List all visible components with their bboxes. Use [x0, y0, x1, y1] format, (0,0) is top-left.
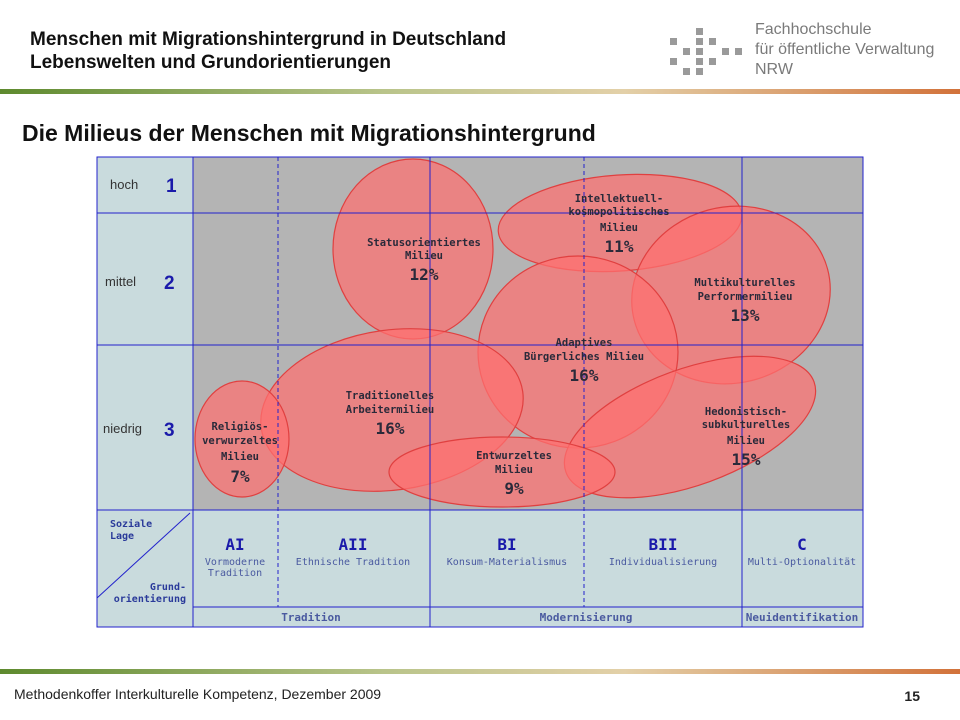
milieu-status-line2: Milieu [405, 250, 443, 262]
logo-line1: Fachhochschule [755, 21, 872, 38]
milieu-hedonistisch-line3: Milieu [727, 435, 765, 447]
milieu-intellektuell-pct: 11% [605, 237, 634, 256]
milieu-religioes-pct: 7% [230, 467, 250, 486]
logo-text: Fachhochschule für öffentliche Verwaltun… [755, 20, 934, 80]
corner-top-line2: Lage [110, 531, 134, 542]
level-panel [97, 157, 193, 510]
footer-text: Methodenkoffer Interkulturelle Kompetenz… [14, 686, 382, 702]
page-number: 15 [904, 688, 920, 704]
milieu-hedonistisch-line1: Hedonistisch- [705, 406, 787, 418]
level-word-3: niedrig [103, 421, 142, 436]
milieu-multikulturell-line2: Performermilieu [698, 291, 793, 303]
corner-diagonal [96, 512, 191, 599]
column-desc-ai-2: Tradition [208, 568, 262, 579]
milieu-multikulturell-pct: 13% [731, 306, 760, 325]
corner-bottom-line2: orientierung [114, 593, 186, 605]
milieu-traditionell-line2: Arbeitermilieu [346, 404, 435, 416]
slide-title: Die Milieus der Menschen mit Migrationsh… [22, 120, 596, 146]
milieu-adaptiv-line2: Bürgerliches Milieu [524, 351, 644, 363]
column-code-aii: AII [339, 535, 368, 554]
milieu-traditionell-pct: 16% [376, 419, 405, 438]
header-title-line1: Menschen mit Migrationshintergrund in De… [30, 29, 507, 50]
milieu-intellektuell-line1: Intellektuell- [575, 193, 664, 205]
level-num-2: 2 [164, 273, 175, 294]
milieu-entwurzelt-pct: 9% [504, 479, 524, 498]
milieu-religioes-line2: verwurzeltes [202, 435, 278, 447]
milieu-status-pct: 12% [410, 265, 439, 284]
column-desc-ai-1: Vormoderne [205, 557, 265, 568]
milieu-adaptiv-line1: Adaptives [556, 337, 613, 349]
milieu-religioes-line1: Religiös- [212, 421, 269, 433]
logo-line3: NRW [755, 61, 793, 78]
blob-entwurzelt [388, 436, 616, 508]
level-word-2: mittel [105, 274, 136, 289]
corner-bottom-line1: Grund- [150, 582, 186, 593]
blob-statusorientiert [332, 158, 494, 340]
grid-border [96, 156, 864, 628]
blob-religioes [194, 380, 290, 498]
column-code-ai: AI [225, 535, 244, 554]
milieu-entwurzelt-line1: Entwurzeltes [476, 450, 552, 462]
corner-top-line1: Soziale [110, 518, 152, 530]
column-desc-aii: Ethnische Tradition [296, 557, 410, 568]
column-desc-bii: Individualisierung [609, 557, 717, 568]
milieu-status-line1: Statusorientiertes [367, 237, 481, 249]
level-num-1: 1 [166, 176, 177, 197]
level-num-3: 3 [164, 420, 175, 441]
milieu-intellektuell-line3: Milieu [600, 222, 638, 234]
milieu-adaptiv-pct: 16% [570, 366, 599, 385]
milieu-multikulturell-line1: Multikulturelles [694, 277, 795, 289]
group-modernisierung: Modernisierung [540, 611, 633, 624]
group-neuidentifikation: Neuidentifikation [746, 611, 859, 624]
footer-divider [0, 669, 960, 674]
column-desc-bi: Konsum-Materialismus [447, 557, 567, 568]
level-word-1: hoch [110, 177, 138, 192]
milieu-entwurzelt-line2: Milieu [495, 464, 533, 476]
column-code-c: C [797, 535, 807, 554]
column-code-bi: BI [497, 535, 516, 554]
header-divider [0, 89, 960, 94]
header-title-line2: Lebenswelten und Grundorientierungen [30, 52, 392, 73]
milieu-hedonistisch-pct: 15% [732, 450, 761, 469]
group-tradition: Tradition [281, 611, 341, 624]
column-code-bii: BII [649, 535, 678, 554]
logo-mark-icon [670, 28, 742, 75]
logo-line2: für öffentliche Verwaltung [755, 41, 935, 58]
milieu-traditionell-line1: Traditionelles [346, 390, 435, 402]
milieu-hedonistisch-line2: subkulturelles [702, 419, 791, 431]
column-desc-c: Multi-Optionalität [748, 557, 856, 568]
header-title: Menschen mit Migrationshintergrund in De… [30, 28, 506, 74]
milieu-religioes-line3: Milieu [221, 451, 259, 463]
milieu-intellektuell-line2: kosmopolitisches [568, 206, 669, 218]
